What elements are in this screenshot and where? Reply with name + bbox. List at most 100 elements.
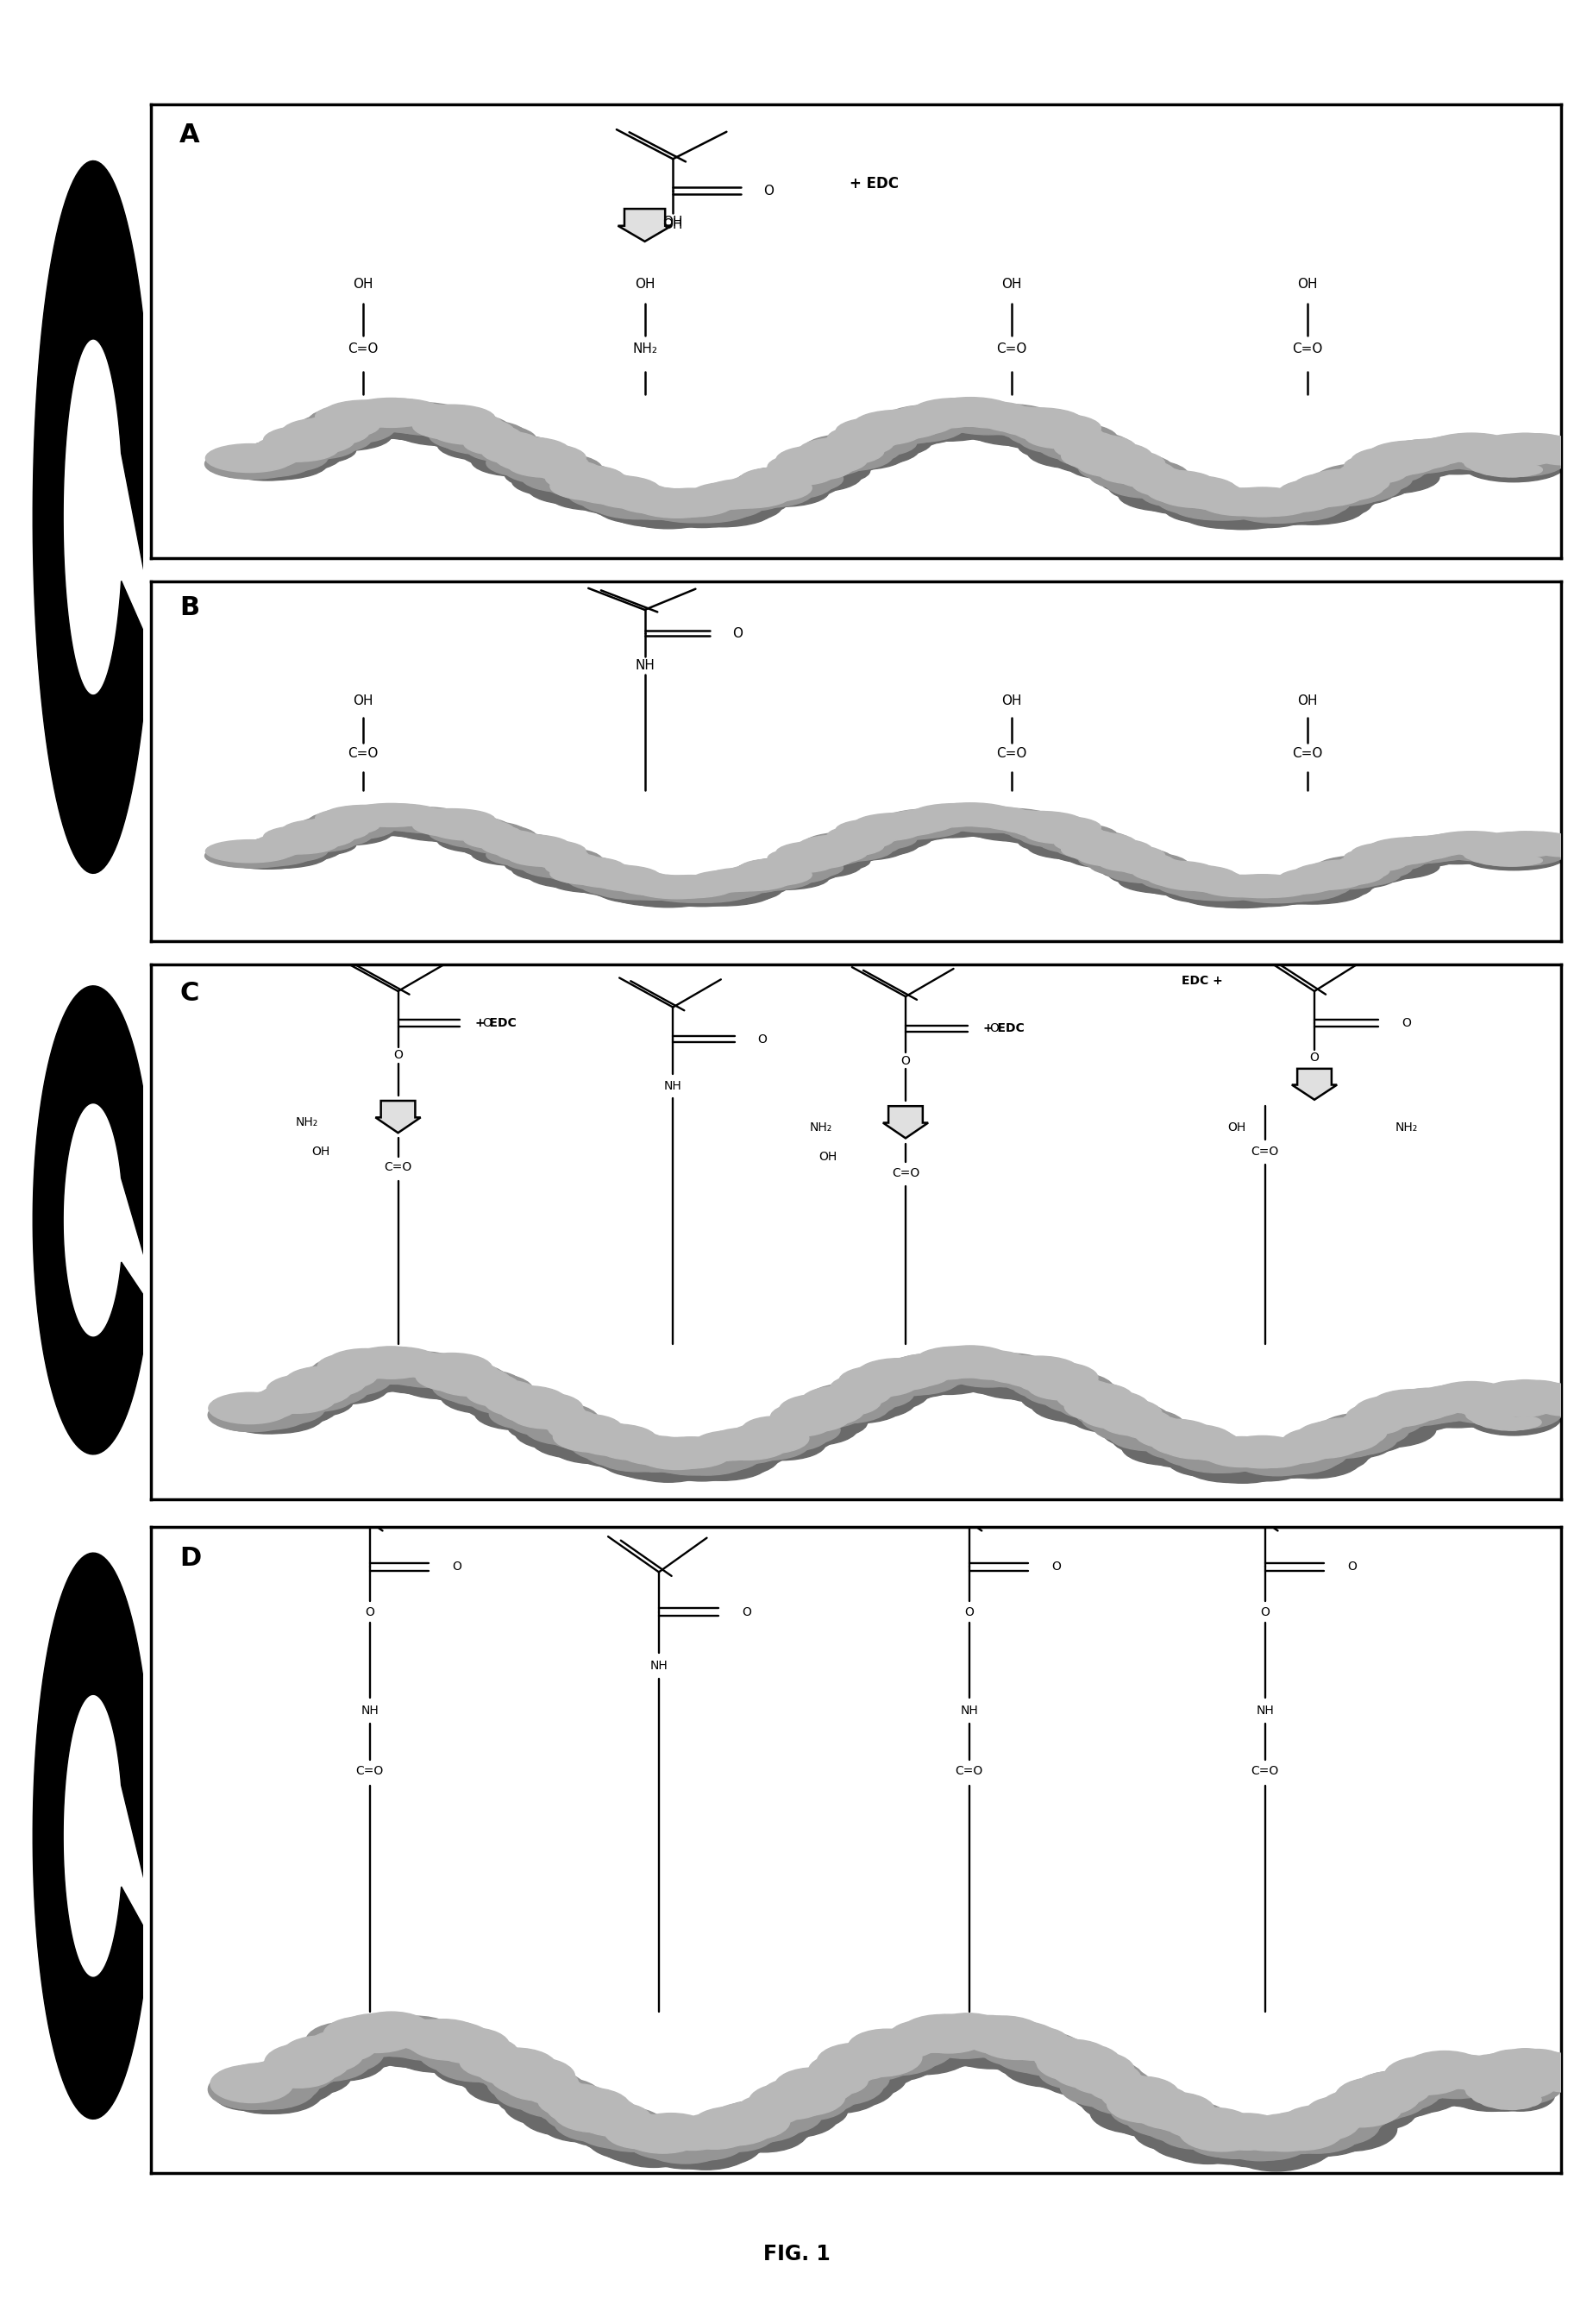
Circle shape <box>341 2029 421 2064</box>
Circle shape <box>1012 425 1088 451</box>
Circle shape <box>1093 1408 1185 1443</box>
Circle shape <box>1018 830 1107 853</box>
Circle shape <box>1534 2064 1593 2092</box>
Circle shape <box>1139 486 1228 514</box>
Circle shape <box>1078 453 1172 483</box>
Circle shape <box>1051 830 1117 846</box>
Circle shape <box>521 855 616 878</box>
Circle shape <box>559 1427 631 1452</box>
Circle shape <box>1405 442 1509 474</box>
Circle shape <box>443 1373 534 1406</box>
Circle shape <box>347 806 444 830</box>
Circle shape <box>1365 1404 1434 1429</box>
Circle shape <box>1512 2094 1542 2108</box>
Circle shape <box>840 1367 921 1397</box>
Circle shape <box>524 2078 585 2106</box>
Circle shape <box>994 409 1083 437</box>
Circle shape <box>959 2020 1034 2054</box>
Circle shape <box>898 407 983 432</box>
Circle shape <box>1024 823 1104 844</box>
Circle shape <box>223 444 299 469</box>
Circle shape <box>1160 1434 1249 1469</box>
Circle shape <box>696 2106 785 2147</box>
Circle shape <box>1164 878 1258 904</box>
Circle shape <box>605 2115 680 2150</box>
Circle shape <box>381 806 451 825</box>
Circle shape <box>1053 1380 1115 1404</box>
Circle shape <box>1469 439 1548 465</box>
Circle shape <box>784 1399 863 1429</box>
Circle shape <box>766 1411 832 1436</box>
Circle shape <box>919 2017 1012 2059</box>
Circle shape <box>1472 446 1566 476</box>
Circle shape <box>1496 2094 1529 2110</box>
Circle shape <box>1066 2071 1133 2103</box>
Circle shape <box>1098 460 1174 483</box>
Circle shape <box>282 2050 354 2082</box>
Circle shape <box>239 837 341 862</box>
Circle shape <box>221 846 314 869</box>
Circle shape <box>1157 2110 1239 2150</box>
Circle shape <box>1466 1406 1509 1422</box>
Text: C=O: C=O <box>355 1764 384 1778</box>
Text: OH: OH <box>1297 695 1317 706</box>
Circle shape <box>863 2029 954 2068</box>
Circle shape <box>1072 2075 1158 2113</box>
Circle shape <box>416 1362 481 1387</box>
Circle shape <box>1109 860 1211 888</box>
Circle shape <box>408 404 495 432</box>
Circle shape <box>645 878 739 902</box>
Circle shape <box>1520 2052 1579 2080</box>
Circle shape <box>591 1441 674 1471</box>
Text: O: O <box>902 1055 910 1067</box>
Circle shape <box>538 1408 599 1432</box>
Circle shape <box>1085 2075 1171 2115</box>
Circle shape <box>1281 1427 1362 1457</box>
Circle shape <box>298 421 392 451</box>
Circle shape <box>1214 1446 1281 1471</box>
Circle shape <box>720 2113 808 2152</box>
Circle shape <box>1278 2115 1370 2157</box>
Text: C=O: C=O <box>996 344 1026 356</box>
Circle shape <box>889 2020 961 2052</box>
Circle shape <box>266 1373 352 1406</box>
Circle shape <box>1391 839 1491 865</box>
Circle shape <box>414 2031 497 2068</box>
Circle shape <box>616 881 695 899</box>
Circle shape <box>1137 867 1212 885</box>
Circle shape <box>239 1392 325 1425</box>
Text: C=O: C=O <box>956 1764 983 1778</box>
Circle shape <box>1532 839 1593 858</box>
Circle shape <box>374 1353 467 1385</box>
Circle shape <box>527 862 631 888</box>
Circle shape <box>373 2017 438 2047</box>
Circle shape <box>1223 500 1309 528</box>
Circle shape <box>1193 1439 1260 1462</box>
Circle shape <box>1222 878 1308 902</box>
Circle shape <box>1462 2073 1547 2110</box>
Circle shape <box>386 811 473 832</box>
Circle shape <box>656 876 757 902</box>
Circle shape <box>1341 458 1426 483</box>
Circle shape <box>215 841 315 867</box>
Text: O: O <box>1309 1053 1319 1064</box>
Circle shape <box>432 1369 524 1404</box>
Circle shape <box>1314 469 1411 500</box>
Circle shape <box>1262 488 1333 511</box>
Circle shape <box>830 1376 898 1401</box>
Circle shape <box>481 437 570 465</box>
Circle shape <box>671 493 773 528</box>
Circle shape <box>413 813 503 837</box>
Circle shape <box>370 1360 459 1394</box>
Text: C=O: C=O <box>347 344 378 356</box>
Circle shape <box>1373 841 1464 862</box>
Circle shape <box>1260 2115 1341 2154</box>
Circle shape <box>1008 2036 1096 2075</box>
Circle shape <box>1300 1427 1383 1457</box>
Circle shape <box>984 409 1066 435</box>
Circle shape <box>809 2054 878 2085</box>
Circle shape <box>1376 1394 1461 1425</box>
Circle shape <box>554 2103 640 2143</box>
Circle shape <box>986 2036 1058 2068</box>
Circle shape <box>1106 860 1196 883</box>
